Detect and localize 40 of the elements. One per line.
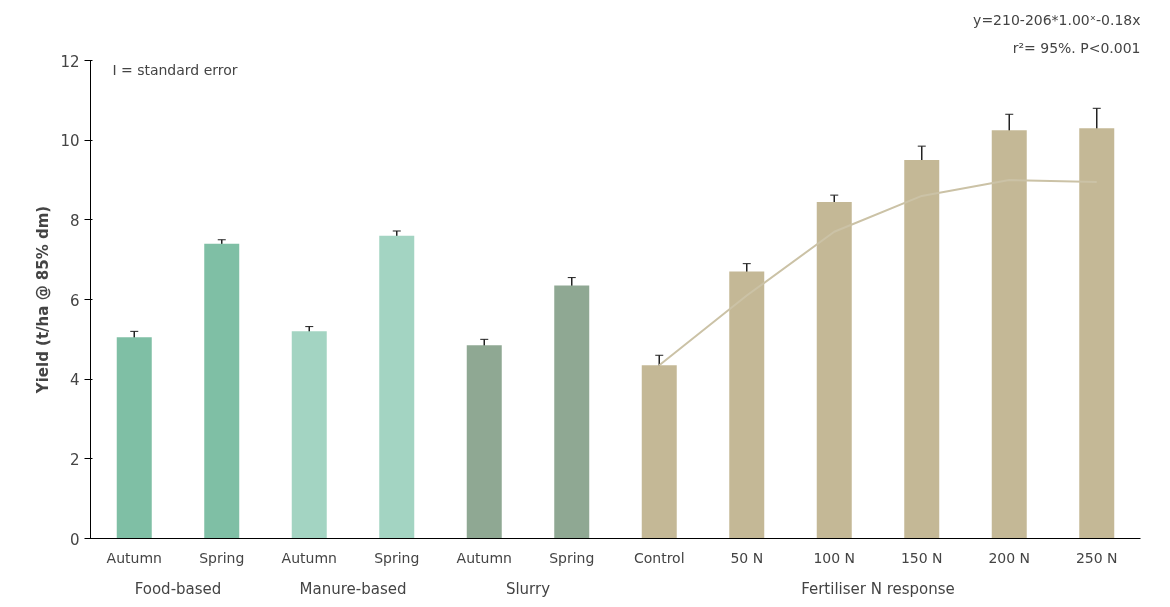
x-tick-label: 150 N [900, 549, 943, 566]
y-tick-label: 8 [69, 211, 80, 230]
bar [641, 365, 677, 539]
bar [204, 243, 240, 539]
bar [816, 201, 852, 539]
x-tick-label: 200 N [988, 549, 1031, 566]
bar [116, 337, 152, 539]
x-tick-label: Spring [549, 549, 595, 566]
y-tick-label: 0 [69, 530, 80, 549]
line-series [658, 179, 1098, 367]
bar [1079, 128, 1115, 539]
x-tick-label: Spring [374, 549, 420, 566]
x-tick-label: 100 N [813, 549, 856, 566]
bar [991, 130, 1027, 539]
y-axis-title: Yield (t/ha @ 85% dm) [34, 205, 53, 395]
y-tick-label: 6 [69, 291, 80, 310]
y-tick-label: 12 [60, 52, 80, 71]
text: r²= 95%. P<0.001 [1012, 39, 1141, 56]
bar [904, 160, 940, 539]
annotation: I = standard error [112, 62, 238, 79]
bar [729, 271, 765, 539]
y-tick-label: 10 [60, 132, 80, 151]
bar [466, 345, 502, 539]
x-tick-label: 50 N [730, 549, 764, 566]
bar [379, 235, 415, 539]
y-tick-label: 4 [69, 371, 80, 390]
text: Food-based [134, 579, 222, 598]
y-tick-label: 2 [69, 450, 80, 469]
x-tick-label: Spring [199, 549, 245, 566]
bar [291, 331, 327, 539]
text: y=210-206*1.00ˣ-0.18x [973, 11, 1141, 28]
x-tick-label: 250 N [1075, 549, 1118, 566]
x-tick-label: Autumn [456, 549, 512, 566]
text: Slurry [505, 579, 551, 598]
text: Fertiliser N response [801, 579, 955, 598]
x-tick-label: Autumn [106, 549, 162, 566]
x-tick-label: Control [633, 549, 685, 566]
text: Manure-based [299, 579, 407, 598]
bar [554, 285, 590, 539]
x-tick-label: Autumn [281, 549, 337, 566]
